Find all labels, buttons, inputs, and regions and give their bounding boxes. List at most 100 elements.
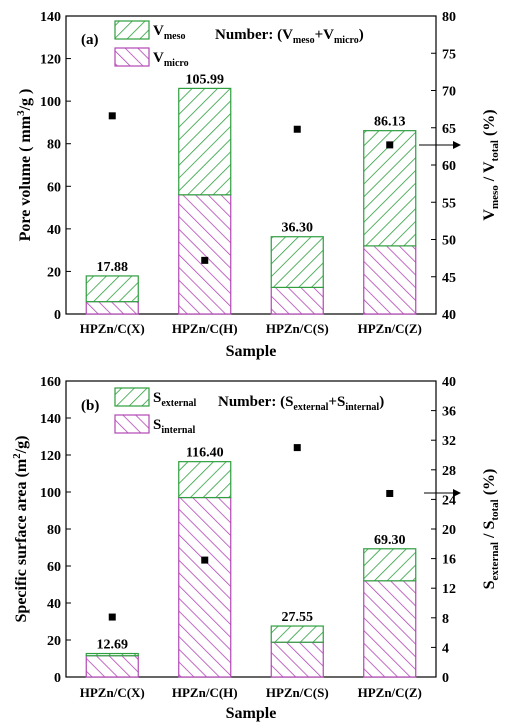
legend-swatch-top	[114, 20, 150, 40]
legend-number-note: Number: (Sexternal+Sinternal)	[218, 394, 384, 413]
y-right-tick-label: 55	[442, 196, 456, 211]
y-left-tick-label: 20	[47, 634, 61, 649]
legend-label-top: Vmeso	[153, 23, 186, 42]
x-tick-label: HPZn/C(X)	[80, 685, 145, 700]
chart-panel-a: 0 20 40 60 80 100 120 140 40 45 50 55 60 65 70 75 80 HP…	[15, 10, 501, 360]
y-left-tick-label: 120	[40, 53, 61, 68]
legend-swatch-bottom	[114, 47, 150, 67]
y-axis-right-label: Vmeso / Vtotal (%)	[481, 109, 501, 220]
y-right-tick-label: 80	[442, 10, 456, 25]
y-right-tick-label: 40	[442, 308, 456, 323]
bars	[85, 87, 417, 315]
y-left-tick-label: 20	[47, 265, 61, 280]
bar-bottom-segment	[178, 496, 232, 678]
y-left-tick-label: 60	[47, 180, 61, 195]
legend-label-top: Sexternal	[153, 390, 197, 409]
bar-top-segment	[178, 461, 232, 499]
y-right-tick-label: 12	[442, 582, 456, 597]
y-left-tick-label: 80	[47, 523, 61, 538]
y-right-tick-label: 28	[442, 464, 456, 479]
bar-total-label: 86.13	[374, 115, 406, 130]
legend-swatch-top	[114, 387, 150, 407]
ratio-marker	[201, 556, 209, 564]
y-right-tick-label: 45	[442, 271, 456, 286]
bar-bottom-segment	[270, 286, 324, 315]
y-right-tick-label: 4	[442, 641, 449, 656]
x-tick-label: HPZn/C(X)	[80, 321, 145, 336]
bar-bottom-segment	[85, 301, 139, 315]
x-tick-label: HPZn/C(Z)	[358, 685, 422, 700]
y-axis-right-label: Sexternal / Stotal (%)	[481, 469, 501, 590]
bars	[85, 461, 417, 678]
bar-top-segment	[85, 275, 139, 303]
y-left-tick-label: 80	[47, 138, 61, 153]
chart-panel-b: 0 20 40 60 80 100 120 140 160 0 4 8 12 16 20 24 28 32 36 4…	[11, 375, 501, 722]
left-ticks: 0 20 40 60 80 100 120 140	[40, 10, 71, 323]
bar-top-segment	[270, 236, 324, 288]
y-right-tick-label: 60	[442, 159, 456, 174]
y-left-tick-label: 140	[40, 10, 61, 25]
ratio-marker	[386, 141, 394, 149]
bar-total-label: 36.30	[282, 221, 314, 236]
y-right-tick-label: 65	[442, 122, 456, 137]
ratio-marker	[201, 256, 209, 264]
ratio-markers	[108, 112, 394, 264]
panel-label: (b)	[81, 398, 99, 414]
x-tick-label: HPZn/C(S)	[266, 685, 329, 700]
legend-label-bottom: Vmicro	[153, 50, 189, 69]
ratio-marker	[293, 444, 301, 452]
y-left-tick-label: 140	[40, 412, 61, 427]
ratio-marker	[386, 489, 394, 497]
x-axis-label: Sample	[226, 705, 277, 722]
y-right-tick-label: 8	[442, 612, 449, 627]
x-tick-label: HPZn/C(H)	[172, 321, 238, 336]
y-right-tick-label: 75	[442, 47, 456, 62]
y-left-tick-label: 40	[47, 223, 61, 238]
y-axis-left-label: Specific surface area (m2/g)	[11, 436, 30, 623]
x-axis-label: Sample	[226, 343, 277, 360]
bar-total-label: 27.55	[282, 610, 314, 625]
right-ticks: 40 45 50 55 60 65 70 75 80	[431, 10, 456, 323]
y-right-tick-label: 24	[442, 493, 456, 508]
bar-bottom-segment	[178, 194, 232, 315]
ratio-markers	[108, 444, 394, 621]
panel-label: (a)	[81, 32, 99, 48]
y-left-tick-label: 0	[54, 308, 61, 323]
bar-top-segment	[363, 548, 417, 582]
y-right-tick-label: 16	[442, 553, 456, 568]
legend: Sexternal Number: (Sexternal+Sinternal) …	[114, 387, 384, 436]
bar-top-segment	[363, 130, 417, 247]
bar-bottom-segment	[363, 580, 417, 678]
bar-total-label: 116.40	[186, 446, 224, 461]
legend: Vmeso Number: (Vmeso+Vmicro) Vmicro	[114, 20, 364, 69]
total-labels: 12.69 116.40 27.55 69.30	[97, 446, 406, 653]
bar-total-label: 69.30	[374, 533, 406, 548]
bar-bottom-segment	[363, 245, 417, 315]
bar-bottom-segment	[270, 641, 324, 678]
bar-total-label: 12.69	[97, 638, 129, 653]
y-axis-left-label: Pore volume ( mm3/g )	[15, 89, 34, 242]
x-tick-labels: HPZn/C(X) HPZn/C(H) HPZn/C(S) HPZn/C(Z)	[80, 672, 422, 700]
y-right-tick-label: 36	[442, 405, 456, 420]
y-left-tick-label: 40	[47, 597, 61, 612]
y-right-tick-label: 40	[442, 375, 456, 390]
y-right-tick-label: 70	[442, 85, 456, 100]
y-left-tick-label: 100	[40, 95, 61, 110]
left-ticks: 0 20 40 60 80 100 120 140 160	[40, 375, 71, 686]
bar-top-segment	[270, 625, 324, 643]
ratio-marker	[293, 125, 301, 133]
y-right-tick-label: 50	[442, 234, 456, 249]
ratio-marker	[108, 112, 116, 120]
y-right-tick-label: 32	[442, 434, 456, 449]
bar-bottom-segment	[85, 655, 139, 678]
y-left-tick-label: 0	[54, 671, 61, 686]
y-left-tick-label: 100	[40, 486, 61, 501]
y-right-tick-label: 0	[442, 671, 449, 686]
right-ticks: 0 4 8 12 16 20 24 28 32 36 40	[431, 375, 456, 686]
x-tick-label: HPZn/C(Z)	[358, 321, 422, 336]
x-tick-labels: HPZn/C(X) HPZn/C(H) HPZn/C(S) HPZn/C(Z)	[80, 309, 422, 336]
bar-total-label: 105.99	[186, 72, 225, 87]
x-tick-label: HPZn/C(H)	[172, 685, 238, 700]
y-left-tick-label: 120	[40, 449, 61, 464]
x-tick-label: HPZn/C(S)	[266, 321, 329, 336]
